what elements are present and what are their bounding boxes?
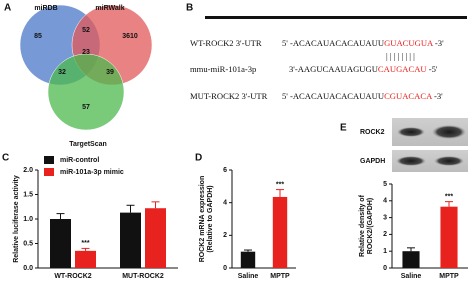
region-count: 57 (82, 104, 90, 111)
sequence-part: 3'-AAGUCAAUAGUGU (289, 64, 379, 74)
region-count: 3610 (122, 33, 138, 40)
band (432, 125, 466, 139)
bar (240, 251, 256, 268)
row-label: MUT-ROCK2 3'-UTR (190, 91, 268, 101)
y-tick-label: 2 (383, 231, 387, 238)
pairing: | | | | | | | | (386, 51, 415, 61)
y-axis-label: Relative luciferase activity (13, 175, 20, 263)
y-axis-label: ROCK2/(GAPDH) (367, 198, 374, 254)
x-tick-label: MPTP (270, 273, 290, 280)
error-bar (126, 204, 135, 213)
y-tick-label: 1.5 (23, 191, 33, 198)
y-tick-label: 4 (383, 198, 387, 205)
bar (402, 251, 420, 268)
blot-label: GAPDH (360, 158, 385, 165)
row-label: mmu-miR-101a-3p (190, 64, 256, 74)
x-tick-label: MUT-ROCK2 (122, 273, 164, 280)
error-bar (407, 247, 415, 252)
set-label: miRDB (34, 5, 57, 12)
legend-swatch (44, 156, 54, 164)
region-count: 39 (106, 69, 114, 76)
y-tick-label: 3 (383, 214, 387, 221)
sequence-part: -3' (433, 38, 444, 48)
y-axis-label: (Relative to GAPDH) (207, 185, 214, 252)
region-count: 85 (34, 33, 42, 40)
bar (75, 250, 96, 268)
panel-label: E (340, 123, 347, 134)
venn-set (47, 53, 125, 131)
significance: *** (445, 193, 453, 200)
panel-label: D (195, 153, 202, 164)
band (434, 156, 464, 166)
bar (50, 219, 71, 268)
panel-label: C (2, 153, 9, 164)
sequence-part: GUACUGUA (384, 38, 434, 48)
region-count: 52 (82, 27, 90, 34)
error-bar (244, 249, 252, 252)
sequence-part: CGUACACA (384, 91, 433, 101)
sequence-part: CAUGACAU (378, 64, 427, 74)
y-tick-label: 1 (383, 248, 387, 255)
y-tick-label: 5 (383, 181, 387, 188)
y-axis-label: Relative density of (359, 194, 366, 257)
band (396, 156, 426, 166)
legend-label: miR-101a-3p mimic (60, 169, 124, 176)
sequence: 5' -ACACAUACACAUAUUGUACUGUA -3' (282, 38, 444, 48)
y-tick-label: 6 (223, 167, 227, 174)
y-axis-label: ROCK2 mRNA expression (199, 176, 206, 263)
y-tick-label: 2.0 (23, 167, 33, 174)
sequence-part: 5' -ACACAUACACAUAUU (282, 91, 385, 101)
bar (272, 196, 288, 268)
y-tick-label: 0.5 (23, 240, 33, 247)
band (397, 127, 425, 137)
blot-gapdh (392, 150, 468, 172)
error-bar (56, 213, 65, 219)
legend-label: miR-control (60, 157, 99, 164)
error-bar (276, 189, 284, 197)
panel-label: A (4, 3, 11, 14)
legend-swatch (44, 168, 54, 176)
panel-label: B (186, 3, 193, 14)
error-bar (81, 247, 90, 251)
y-tick-label: 0 (223, 265, 227, 272)
error-bar (445, 201, 453, 207)
blot-label: ROCK2 (360, 129, 385, 136)
x-tick-label: WT-ROCK2 (54, 273, 91, 280)
sequence: 5' -ACACAUACACAUAUUCGUACACA -3' (282, 91, 443, 101)
region-count: 32 (58, 69, 66, 76)
significance: *** (81, 240, 89, 247)
region-count: 23 (82, 49, 90, 56)
bar (120, 212, 141, 268)
rule (205, 16, 467, 19)
significance: *** (276, 181, 284, 188)
error-bar (151, 201, 160, 209)
bar (145, 208, 166, 268)
bar (440, 206, 458, 268)
x-tick-label: Saline (401, 273, 422, 280)
x-tick-label: MPTP (439, 273, 459, 280)
set-label: TargetScan (69, 141, 107, 148)
x-tick-label: Saline (238, 273, 259, 280)
set-label: miRWalk (95, 5, 124, 12)
y-tick-label: 4 (223, 200, 227, 207)
y-tick-label: 2 (223, 232, 227, 239)
y-tick-label: 1.0 (23, 216, 33, 223)
sequence-part: -5' (427, 64, 438, 74)
y-tick-label: 0.0 (23, 265, 33, 272)
y-tick-label: 0 (383, 265, 387, 272)
sequence: 3'-AAGUCAAUAGUGUCAUGACAU -5' (289, 64, 438, 74)
sequence-part: -3' (432, 91, 443, 101)
sequence-part: 5' -ACACAUACACAUAUU (282, 38, 385, 48)
row-label: WT-ROCK2 3'-UTR (190, 38, 262, 48)
